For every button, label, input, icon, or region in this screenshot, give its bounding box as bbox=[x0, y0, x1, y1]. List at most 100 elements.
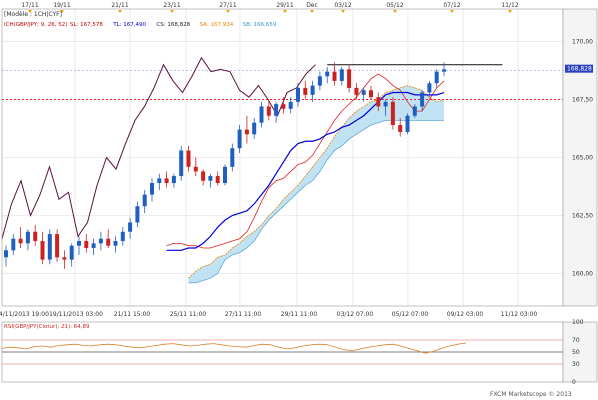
x-tick-label: 21/11 15:00 bbox=[114, 311, 151, 318]
candle-body bbox=[120, 231, 125, 242]
legend-entry: SA: 167,934 bbox=[200, 22, 234, 28]
candle-body bbox=[179, 150, 184, 177]
candle-body bbox=[390, 101, 395, 126]
event-marker-icon bbox=[283, 10, 287, 13]
candle-body bbox=[106, 238, 111, 246]
legend-entry: SL: 167,578 bbox=[70, 22, 103, 28]
candle-body bbox=[55, 234, 60, 258]
candle-body bbox=[325, 71, 330, 77]
candle-body bbox=[113, 241, 118, 246]
kijun-sen-line bbox=[166, 91, 445, 251]
candle-body bbox=[303, 87, 308, 95]
candle-body bbox=[266, 106, 271, 116]
candle-body bbox=[281, 104, 286, 109]
candle-body bbox=[186, 150, 191, 167]
last-price-label: 168,828 bbox=[567, 66, 592, 73]
candle-body bbox=[347, 69, 352, 88]
candle-body bbox=[164, 178, 169, 184]
candle-body bbox=[84, 241, 89, 248]
event-marker-icon bbox=[310, 10, 314, 13]
last-price-badge bbox=[565, 64, 593, 73]
rsi-label: RSI(GBP/JPY(Clotur); 21): 64,89 bbox=[4, 324, 90, 330]
event-marker-icon bbox=[170, 10, 174, 13]
candle-body bbox=[296, 87, 300, 102]
top-date-label: 07/12 bbox=[443, 2, 460, 9]
candle-body bbox=[332, 71, 337, 81]
candle-body bbox=[208, 176, 213, 181]
axis-labels: 170,00 167,50 165,00 162,50 160,00 168,828 17/… bbox=[0, 2, 593, 318]
candle-body bbox=[215, 176, 220, 184]
chart-header: [Modèle : 1CH|CYF] bbox=[4, 11, 62, 18]
top-date-label: 27/11 bbox=[219, 2, 236, 9]
x-tick-label: 25/11 11:00 bbox=[170, 311, 207, 318]
top-date-label: 23/11 bbox=[163, 2, 180, 9]
y-axis-panel bbox=[562, 8, 598, 307]
candle-body bbox=[237, 129, 242, 149]
x-tick-label: 09/12 03:00 bbox=[447, 311, 484, 318]
kumo-cloud bbox=[188, 85, 444, 283]
candle-body bbox=[18, 238, 23, 244]
candle-body bbox=[135, 206, 140, 223]
indicator-label: ICH(GBP/JPY; 9, 26, 52) bbox=[4, 22, 67, 28]
rsi-panel: RSI(GBP/JPY(Clotur); 21): 64,89 100 70 50 30… bbox=[1, 319, 598, 386]
x-tick-label: 03/12 07:00 bbox=[337, 311, 374, 318]
event-marker-icon bbox=[508, 10, 512, 13]
candle-body bbox=[193, 166, 198, 172]
candle-body bbox=[244, 129, 249, 135]
rsi-line bbox=[1, 342, 467, 354]
rsi-axis-panel bbox=[562, 321, 598, 383]
candle-body bbox=[91, 243, 96, 248]
candle-body bbox=[274, 104, 279, 116]
candle-body bbox=[405, 115, 410, 132]
x-tick-label: 11/12 03:00 bbox=[501, 311, 538, 318]
top-date-label: 03/12 bbox=[334, 2, 351, 9]
candle-body bbox=[77, 241, 81, 246]
candle-body bbox=[98, 238, 103, 244]
x-tick-label: 29/11 11:00 bbox=[281, 311, 318, 318]
x-tick-label: 27/11 11:00 bbox=[225, 311, 262, 318]
candle-body bbox=[11, 238, 16, 251]
candle-body bbox=[128, 222, 133, 232]
candle-body bbox=[317, 76, 322, 86]
candle-body bbox=[310, 85, 315, 95]
candle-body bbox=[142, 194, 147, 207]
legend-entry: TL: 167,490 bbox=[112, 22, 146, 28]
x-tick-label: 14/11/2013 19:00 bbox=[0, 311, 49, 318]
candle-body bbox=[361, 90, 366, 95]
candle-body bbox=[427, 83, 432, 93]
top-date-label: 11/12 bbox=[501, 2, 518, 9]
candle-body bbox=[354, 87, 359, 95]
y-tick-label: 165,00 bbox=[572, 155, 593, 162]
top-date-label: 29/11 bbox=[276, 2, 293, 9]
candle-body bbox=[442, 69, 446, 72]
candlesticks bbox=[4, 62, 446, 269]
tenkan-sen-line bbox=[166, 73, 445, 249]
candle-body bbox=[412, 106, 417, 116]
x-tick-label: 05/12 07:00 bbox=[392, 311, 429, 318]
candle-body bbox=[150, 183, 154, 195]
candle-body bbox=[376, 97, 381, 107]
gridlines bbox=[2, 9, 563, 306]
event-marker-icon bbox=[28, 10, 32, 13]
event-marker-icon bbox=[118, 10, 122, 13]
candle-body bbox=[47, 234, 52, 260]
candle-body bbox=[4, 250, 8, 258]
candle-body bbox=[69, 245, 74, 260]
senkou-span-b-line bbox=[188, 119, 444, 284]
candle-body bbox=[223, 166, 227, 184]
chart-frame bbox=[1, 8, 598, 307]
legend: ICH(GBP/JPY; 9, 26, 52) SL: 167,578 TL: 16… bbox=[4, 22, 277, 28]
top-date-label: Dec bbox=[306, 2, 318, 9]
top-date-label: 19/11 bbox=[53, 2, 70, 9]
y-tick-label: 170,00 bbox=[572, 38, 593, 45]
ichimoku-cloud bbox=[188, 85, 445, 284]
candle-body bbox=[171, 176, 176, 184]
candle-body bbox=[259, 106, 264, 123]
x-tick-label: 19/11/2013 03:00 bbox=[49, 311, 103, 318]
event-marker-icon bbox=[341, 10, 345, 13]
candle-body bbox=[40, 241, 45, 260]
event-marker-icon bbox=[60, 10, 64, 13]
candle-body bbox=[62, 257, 67, 260]
event-marker-icon bbox=[393, 10, 397, 13]
